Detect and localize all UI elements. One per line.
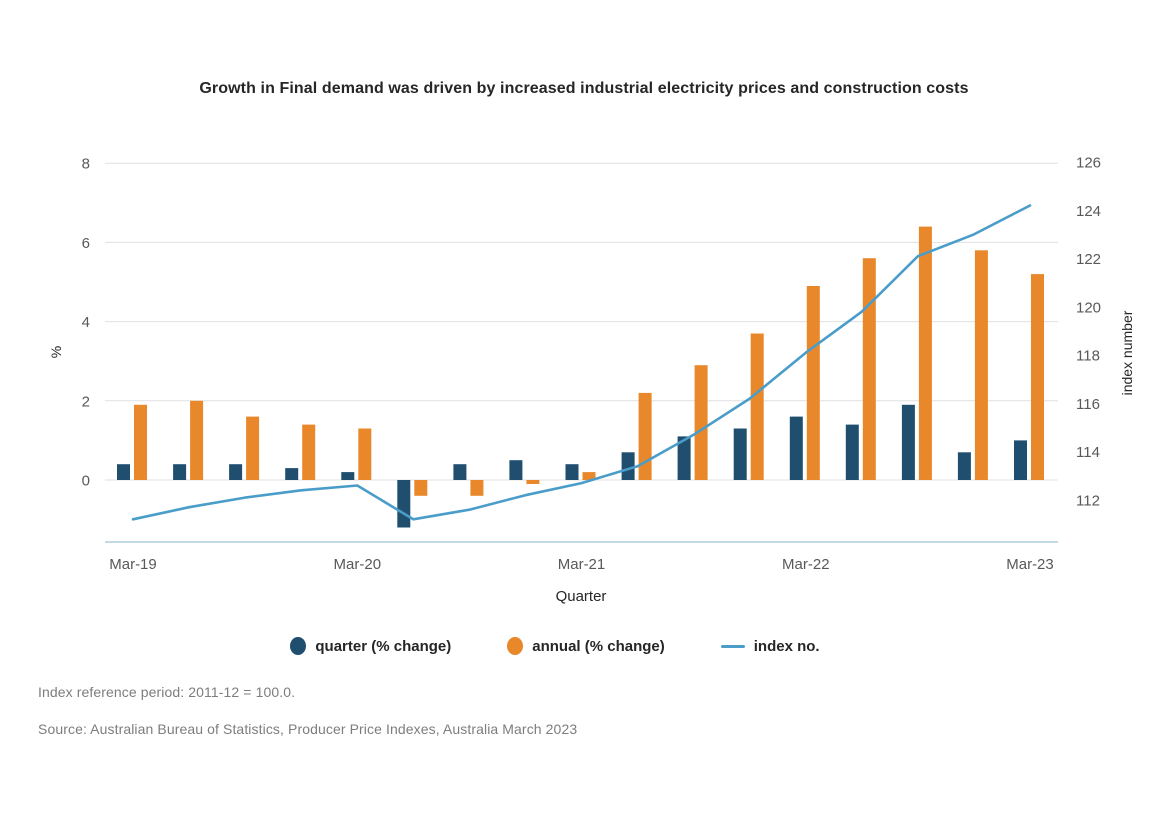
- bar-quarter-change: [173, 464, 187, 480]
- bar-quarter-change: [509, 460, 523, 480]
- bar-quarter-change: [229, 464, 243, 480]
- bar-annual-change: [1031, 274, 1044, 480]
- bar-quarter-change: [1014, 440, 1027, 480]
- left-axis-tick-label: 4: [82, 314, 90, 331]
- chart-title: Growth in Final demand was driven by inc…: [199, 80, 969, 97]
- footnote-source: Source: Australian Bureau of Statistics,…: [38, 721, 578, 737]
- index-number-line: [131, 204, 1032, 521]
- bar-quarter-change: [677, 436, 691, 480]
- x-axis-tick-label: Mar-22: [782, 556, 830, 573]
- right-axis-tick-label: 122: [1076, 251, 1101, 268]
- bar-quarter-change: [117, 464, 130, 480]
- left-axis-title: %: [48, 346, 64, 358]
- bar-quarter-change: [285, 468, 299, 480]
- bar-annual-change: [582, 472, 596, 480]
- x-axis-tick-label: Mar-23: [1006, 556, 1054, 573]
- legend-item-index[interactable]: index no.: [720, 637, 820, 655]
- bar-annual-change: [694, 365, 708, 480]
- x-axis-tick-label: Mar-20: [334, 556, 382, 573]
- bar-annual-change: [806, 286, 820, 480]
- bar-annual-change: [526, 480, 540, 484]
- left-axis-tick-label: 2: [82, 393, 90, 410]
- annual-series-swatch-icon: [507, 637, 524, 655]
- right-axis-title: index number: [1119, 310, 1135, 395]
- quarter-series-swatch-icon: [290, 637, 307, 655]
- legend-item-annual[interactable]: annual (% change): [507, 637, 665, 655]
- bar-annual-change: [134, 404, 147, 480]
- right-axis-tick-label: 116: [1076, 396, 1100, 413]
- legend-item-quarter[interactable]: quarter (% change): [290, 637, 451, 655]
- right-axis-tick-label: 124: [1076, 203, 1101, 220]
- bar-annual-change: [974, 250, 988, 480]
- bar-annual-change: [918, 226, 932, 480]
- bar-quarter-change: [789, 416, 803, 480]
- x-axis-title: Quarter: [556, 588, 607, 605]
- legend-label-index: index no.: [753, 637, 820, 655]
- bar-quarter-change: [901, 404, 915, 480]
- bar-annual-change: [190, 400, 204, 480]
- bar-annual-change: [302, 424, 316, 480]
- bar-annual-change: [750, 333, 764, 480]
- legend-label-annual: annual (% change): [532, 637, 665, 655]
- left-axis-tick-label: 8: [82, 156, 90, 173]
- index-series-swatch-icon: [720, 644, 745, 648]
- x-axis-tick-label: Mar-19: [109, 556, 157, 573]
- bar-quarter-change: [621, 452, 635, 480]
- bar-quarter-change: [565, 464, 579, 480]
- left-axis-tick-label: 0: [82, 473, 90, 490]
- bar-quarter-change: [957, 452, 971, 480]
- right-axis-tick-label: 112: [1076, 493, 1100, 510]
- right-axis-tick-label: 126: [1076, 155, 1101, 172]
- bar-quarter-change: [341, 472, 355, 480]
- x-axis-tick-label: Mar-21: [558, 556, 606, 573]
- bar-annual-change: [246, 416, 260, 480]
- legend-label-quarter: quarter (% change): [315, 637, 452, 655]
- bar-annual-change: [862, 258, 876, 480]
- chart-canvas: 0 2 4 6 8 112 114 116 118 120 122 124 126 Mar-19 Mar-2…: [48, 155, 1135, 606]
- left-axis-tick-label: 6: [82, 235, 90, 252]
- chart-legend: quarter (% change) annual (% change) ind…: [0, 637, 1110, 655]
- right-axis-tick-label: 120: [1076, 299, 1101, 316]
- bar-quarter-change: [845, 424, 859, 480]
- bar-quarter-change: [453, 464, 467, 480]
- bar-annual-change: [638, 392, 652, 480]
- right-axis-tick-label: 118: [1076, 348, 1100, 365]
- bar-quarter-change: [733, 428, 747, 480]
- bar-annual-change: [470, 480, 484, 496]
- bar-annual-change: [358, 428, 372, 480]
- bar-quarter-change: [397, 480, 411, 528]
- footnote-reference-period: Index reference period: 2011-12 = 100.0.: [38, 684, 296, 700]
- right-axis-tick-label: 114: [1076, 444, 1100, 461]
- bar-annual-change: [414, 480, 428, 496]
